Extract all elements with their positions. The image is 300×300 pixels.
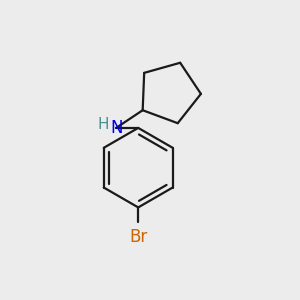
Text: Br: Br [129, 228, 147, 246]
Text: N: N [110, 119, 122, 137]
Text: H: H [97, 118, 109, 133]
